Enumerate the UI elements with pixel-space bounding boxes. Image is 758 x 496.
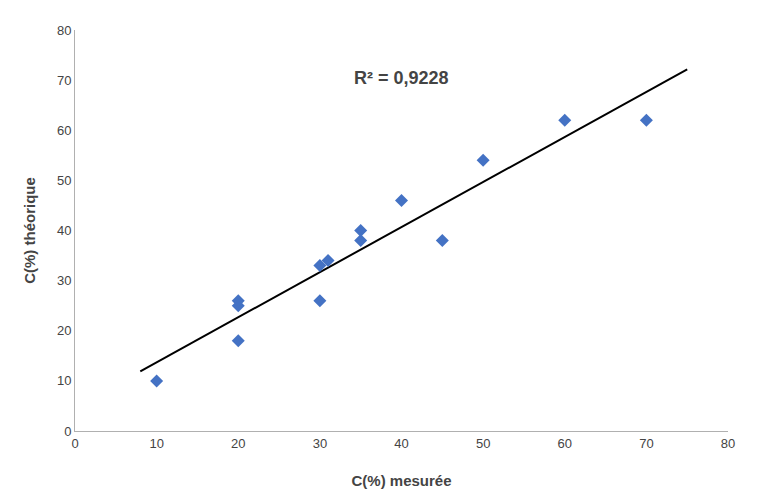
svg-text:80: 80	[57, 23, 71, 38]
svg-text:30: 30	[57, 273, 71, 288]
svg-text:C(%) théorique: C(%) théorique	[21, 177, 38, 284]
svg-text:10: 10	[149, 436, 163, 451]
svg-text:10: 10	[57, 373, 71, 388]
svg-text:0: 0	[71, 436, 78, 451]
svg-text:40: 40	[57, 223, 71, 238]
svg-text:60: 60	[57, 123, 71, 138]
svg-text:60: 60	[558, 436, 572, 451]
svg-text:C(%) mesurée: C(%) mesurée	[351, 472, 451, 489]
svg-text:20: 20	[57, 323, 71, 338]
svg-text:40: 40	[394, 436, 408, 451]
svg-text:70: 70	[639, 436, 653, 451]
svg-text:50: 50	[476, 436, 490, 451]
svg-text:70: 70	[57, 73, 71, 88]
svg-text:50: 50	[57, 173, 71, 188]
svg-text:80: 80	[721, 436, 735, 451]
svg-text:0: 0	[64, 424, 71, 439]
svg-text:R² = 0,9228: R² = 0,9228	[354, 68, 449, 88]
svg-text:20: 20	[231, 436, 245, 451]
svg-text:30: 30	[313, 436, 327, 451]
